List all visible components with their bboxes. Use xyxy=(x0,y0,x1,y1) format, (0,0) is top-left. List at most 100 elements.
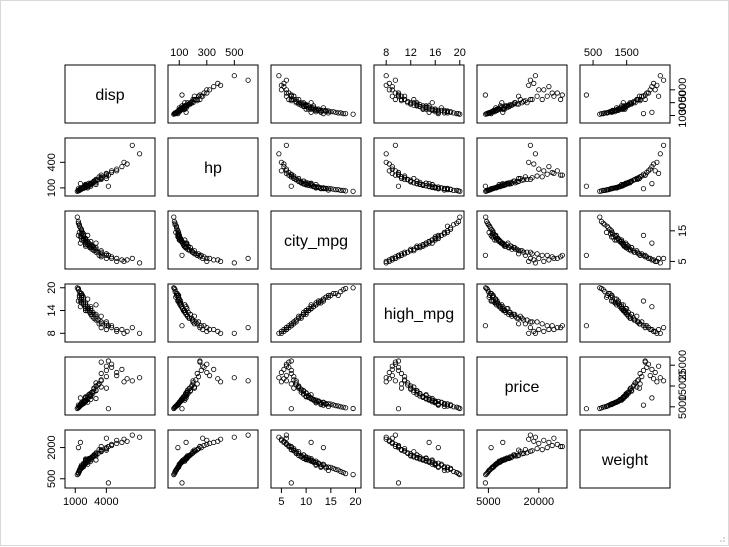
point-price-vs-hp xyxy=(211,366,217,372)
point-disp-vs-weight xyxy=(660,77,667,83)
point-city_mpg-vs-weight xyxy=(660,255,667,261)
point-hp-vs-weight xyxy=(660,142,667,148)
point-hp-vs-high_mpg xyxy=(438,185,444,191)
point-disp-vs-weight xyxy=(652,87,658,93)
point-hp-vs-weight xyxy=(602,187,608,193)
point-hp-vs-price xyxy=(505,180,511,186)
panel-hp-vs-high_mpg xyxy=(373,137,465,197)
point-high_mpg-vs-city_mpg xyxy=(350,285,356,291)
tick-label-right-disp: 1000 xyxy=(677,103,689,127)
point-disp-vs-price xyxy=(541,87,547,93)
point-high_mpg-vs-city_mpg xyxy=(278,330,284,336)
point-city_mpg-vs-disp xyxy=(83,235,89,242)
point-hp-vs-disp xyxy=(86,180,92,186)
point-high_mpg-vs-hp xyxy=(191,321,197,327)
point-high_mpg-vs-weight xyxy=(657,330,663,336)
point-weight-vs-price xyxy=(527,432,534,438)
point-city_mpg-vs-high_mpg xyxy=(447,225,454,231)
panel-weight-vs-hp xyxy=(167,429,259,489)
point-price-vs-weight xyxy=(647,372,653,379)
point-hp-vs-high_mpg xyxy=(389,164,395,170)
point-high_mpg-vs-hp xyxy=(200,326,206,333)
point-weight-vs-hp xyxy=(171,471,177,478)
tick-label-left-high_mpg: 14 xyxy=(46,304,58,316)
tick-label-top-weight: 500 xyxy=(584,47,602,59)
point-weight-vs-high_mpg xyxy=(423,455,429,462)
point-price-vs-hp xyxy=(194,381,200,387)
point-high_mpg-vs-price xyxy=(522,321,529,327)
point-disp-vs-high_mpg xyxy=(401,93,408,99)
point-city_mpg-vs-disp xyxy=(129,255,135,261)
point-disp-vs-high_mpg xyxy=(426,109,432,115)
tick-label-bottom-city_mpg: 10 xyxy=(300,496,312,508)
point-disp-vs-high_mpg xyxy=(383,73,389,79)
point-city_mpg-vs-high_mpg xyxy=(389,257,395,263)
point-price-vs-high_mpg xyxy=(395,367,402,373)
point-weight-vs-hp xyxy=(200,435,206,441)
point-disp-vs-hp xyxy=(245,77,251,83)
diagonal-label-weight: weight xyxy=(601,452,649,469)
point-disp-vs-hp xyxy=(176,108,182,114)
point-disp-vs-weight xyxy=(614,106,621,112)
point-city_mpg-vs-weight xyxy=(609,229,615,235)
point-hp-vs-high_mpg xyxy=(401,176,408,182)
point-price-vs-city_mpg xyxy=(325,401,331,407)
point-price-vs-weight xyxy=(631,382,637,388)
tick-label-right-disp: 5000 xyxy=(677,78,689,102)
point-weight-vs-high_mpg xyxy=(401,448,408,454)
point-price-vs-high_mpg xyxy=(389,363,395,369)
point-city_mpg-vs-high_mpg xyxy=(435,235,441,242)
point-city_mpg-vs-weight xyxy=(598,219,605,225)
point-city_mpg-vs-high_mpg xyxy=(401,251,408,257)
point-high_mpg-vs-price xyxy=(539,321,545,327)
point-hp-vs-price xyxy=(534,173,540,179)
point-city_mpg-vs-disp xyxy=(75,232,82,238)
point-disp-vs-city_mpg xyxy=(276,73,282,79)
point-disp-vs-city_mpg xyxy=(335,110,341,116)
point-city_mpg-vs-disp xyxy=(109,255,115,261)
point-high_mpg-vs-price xyxy=(510,311,517,317)
point-city_mpg-vs-disp xyxy=(98,252,104,258)
resize-grip-icon[interactable] xyxy=(718,535,726,543)
point-city_mpg-vs-high_mpg xyxy=(447,226,454,232)
point-high_mpg-vs-weight xyxy=(624,311,631,317)
point-price-vs-high_mpg xyxy=(383,375,389,381)
point-price-vs-disp xyxy=(98,370,104,377)
point-high_mpg-vs-disp xyxy=(83,300,89,306)
point-disp-vs-city_mpg xyxy=(300,103,307,110)
point-hp-vs-city_mpg xyxy=(278,159,284,165)
point-price-vs-high_mpg xyxy=(411,387,417,393)
point-high_mpg-vs-price xyxy=(482,323,488,329)
panel-weight-vs-high_mpg xyxy=(373,429,465,489)
point-weight-vs-price xyxy=(546,439,552,445)
point-hp-vs-price xyxy=(490,185,496,191)
point-city_mpg-vs-price xyxy=(557,254,564,260)
point-weight-vs-high_mpg xyxy=(435,444,441,451)
point-high_mpg-vs-hp xyxy=(211,326,217,333)
point-hp-vs-city_mpg xyxy=(313,184,319,190)
panel-city_mpg-vs-city_mpg xyxy=(270,210,362,270)
point-price-vs-disp xyxy=(114,369,120,376)
point-disp-vs-city_mpg xyxy=(342,111,349,117)
point-high_mpg-vs-city_mpg xyxy=(325,294,331,300)
point-high_mpg-vs-hp xyxy=(231,330,237,336)
point-hp-vs-price xyxy=(485,187,491,193)
point-high_mpg-vs-price xyxy=(508,311,514,317)
point-hp-vs-price xyxy=(510,178,517,184)
point-city_mpg-vs-price xyxy=(534,251,540,257)
tick-label-right-price: 25000 xyxy=(677,350,689,381)
panel-disp-vs-disp xyxy=(64,64,156,124)
point-weight-vs-high_mpg xyxy=(414,452,420,458)
point-hp-vs-high_mpg xyxy=(426,181,432,187)
point-city_mpg-vs-weight xyxy=(636,251,643,257)
point-disp-vs-price xyxy=(546,84,552,90)
point-weight-vs-city_mpg xyxy=(286,443,292,450)
point-price-vs-weight xyxy=(609,401,615,407)
point-city_mpg-vs-high_mpg xyxy=(417,243,423,249)
point-disp-vs-city_mpg xyxy=(278,87,284,93)
point-disp-vs-high_mpg xyxy=(432,106,438,112)
panel-disp-vs-hp xyxy=(167,64,259,124)
point-hp-vs-high_mpg xyxy=(441,186,447,192)
point-price-vs-disp xyxy=(88,396,94,402)
point-high_mpg-vs-hp xyxy=(197,323,203,329)
